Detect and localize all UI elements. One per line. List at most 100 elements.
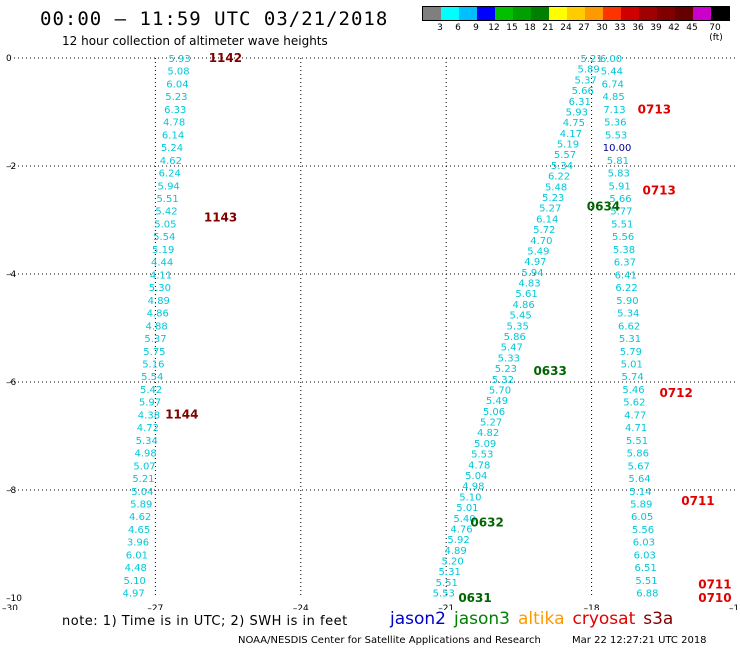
- swh-value: 4.65: [128, 525, 150, 536]
- time-label: 0713: [642, 183, 675, 197]
- swh-value: 5.31: [439, 567, 461, 578]
- time-label: 0631: [458, 591, 491, 605]
- time-label: 1144: [165, 407, 198, 421]
- swh-value: 6.03: [634, 550, 656, 561]
- swh-value: 5.42: [155, 207, 177, 218]
- swh-value: 5.16: [142, 359, 164, 370]
- swh-value: 5.19: [152, 245, 174, 256]
- swh-value: 4.48: [125, 563, 147, 574]
- swh-value: 4.85: [602, 92, 624, 103]
- swh-value: 5.01: [456, 503, 478, 514]
- scale-swatch: [459, 7, 477, 20]
- swh-value: 5.54: [153, 232, 175, 243]
- color-scale-labels: 3 6 9 12 15 18 21 24 27 30 33 36 39 42 45 70 (ft): [422, 21, 728, 43]
- swh-value: 5.79: [620, 347, 642, 358]
- swh-value: 5.36: [604, 118, 626, 129]
- lat-tick-label: –6: [6, 378, 17, 388]
- satellite-legend: jason2 jason3 altika cryosat s3a: [390, 609, 681, 629]
- swh-value: 6.22: [615, 283, 637, 294]
- time-label: 0712: [659, 386, 692, 400]
- scale-label: 6: [455, 23, 461, 33]
- swh-value: 5.32: [492, 375, 514, 386]
- time-label: 0711: [681, 494, 714, 508]
- scale-label: 36: [632, 23, 644, 33]
- scale-label: 15: [506, 23, 518, 33]
- swh-value: 5.57: [554, 150, 576, 161]
- swh-value: 5.81: [607, 156, 629, 167]
- swh-value: 5.89: [130, 500, 152, 511]
- swh-value: 5.91: [609, 181, 631, 192]
- swh-value: 6.03: [633, 538, 655, 549]
- lat-tick-label: 0: [6, 54, 12, 64]
- swh-value: 5.66: [609, 194, 631, 205]
- swh-value: 4.76: [450, 524, 472, 535]
- lon-tick-label: –18: [584, 604, 600, 610]
- swh-value: 5.53: [605, 130, 627, 141]
- swh-value: 5.86: [627, 449, 649, 460]
- scale-label: 39: [650, 23, 662, 33]
- page-subtitle: 12 hour collection of altimeter wave hei…: [62, 34, 328, 48]
- time-label: 0710: [698, 591, 731, 605]
- page-title: 00:00 – 11:59 UTC 03/21/2018: [40, 8, 389, 30]
- swh-value: 5.14: [629, 487, 651, 498]
- swh-value: 5.90: [616, 296, 638, 307]
- swh-value: 5.62: [623, 398, 645, 409]
- swh-value: 5.31: [619, 334, 641, 345]
- swh-value: 4.11: [150, 270, 172, 281]
- lon-tick-label: –21: [438, 604, 454, 610]
- swh-value: 5.06: [483, 407, 505, 418]
- scale-swatch: [693, 7, 711, 20]
- lon-tick-label: –27: [147, 604, 163, 610]
- scale-swatch: [513, 7, 531, 20]
- swh-value: 5.04: [131, 487, 153, 498]
- lat-tick-label: –10: [6, 594, 22, 604]
- swh-value: 5.93: [169, 54, 191, 65]
- swh-value: 6.74: [602, 79, 624, 90]
- swh-value: 5.49: [527, 246, 549, 257]
- swh-value: 4.89: [148, 296, 170, 307]
- scale-label: 27: [578, 23, 590, 33]
- swh-value: 6.05: [631, 512, 653, 523]
- swh-value: 4.82: [477, 428, 499, 439]
- swh-value: 5.04: [465, 471, 487, 482]
- swh-value: 5.27: [480, 418, 502, 429]
- swh-value: 4.75: [563, 118, 585, 129]
- lat-tick-label: –2: [6, 162, 16, 172]
- swh-value: 6.04: [166, 79, 188, 90]
- swh-value: 5.94: [158, 181, 180, 192]
- lat-tick-label: –4: [6, 270, 17, 280]
- swh-value: 7.13: [603, 105, 625, 116]
- scale-label: 33: [614, 23, 626, 33]
- swh-value: 6.62: [618, 321, 640, 332]
- swh-value: 4.44: [151, 258, 173, 269]
- scale-swatch: [495, 7, 513, 20]
- footer: NOAA/NESDIS Center for Satellite Applica…: [238, 635, 707, 646]
- swh-value: 5.37: [144, 334, 166, 345]
- swh-value: 5.46: [622, 385, 644, 396]
- swh-value: 5.72: [533, 225, 555, 236]
- swh-value: 5.23: [542, 193, 564, 204]
- scale-label: 21: [542, 23, 554, 33]
- swh-value: 5.56: [612, 232, 634, 243]
- swh-value: 5.54: [141, 372, 163, 383]
- scale-swatch: [477, 7, 495, 20]
- scale-label: 24: [560, 23, 572, 33]
- swh-value: 5.10: [459, 492, 481, 503]
- swh-value: 5.75: [143, 347, 165, 358]
- swh-value: 5.97: [139, 398, 161, 409]
- scale-label: 12: [488, 23, 500, 33]
- swh-value: 5.42: [140, 385, 162, 396]
- swh-value: 5.34: [551, 161, 573, 172]
- swh-value: 5.83: [608, 169, 630, 180]
- swh-tracks: 5.935.086.045.236.334.786.145.244.626.24…: [122, 54, 658, 600]
- swh-value: 5.64: [628, 474, 650, 485]
- time-label: 0711: [698, 578, 731, 592]
- swh-value: 4.62: [129, 512, 151, 523]
- swh-value: 5.33: [498, 353, 520, 364]
- swh-value: 5.35: [507, 321, 529, 332]
- scale-label: 9: [473, 23, 479, 33]
- swh-value: 4.97: [524, 257, 546, 268]
- swh-value: 4.62: [160, 156, 182, 167]
- lon-tick-label: –24: [293, 604, 309, 610]
- map-plot: –30–27–24–21–18–150–2–4–6–8–10 5.935.086…: [2, 51, 740, 610]
